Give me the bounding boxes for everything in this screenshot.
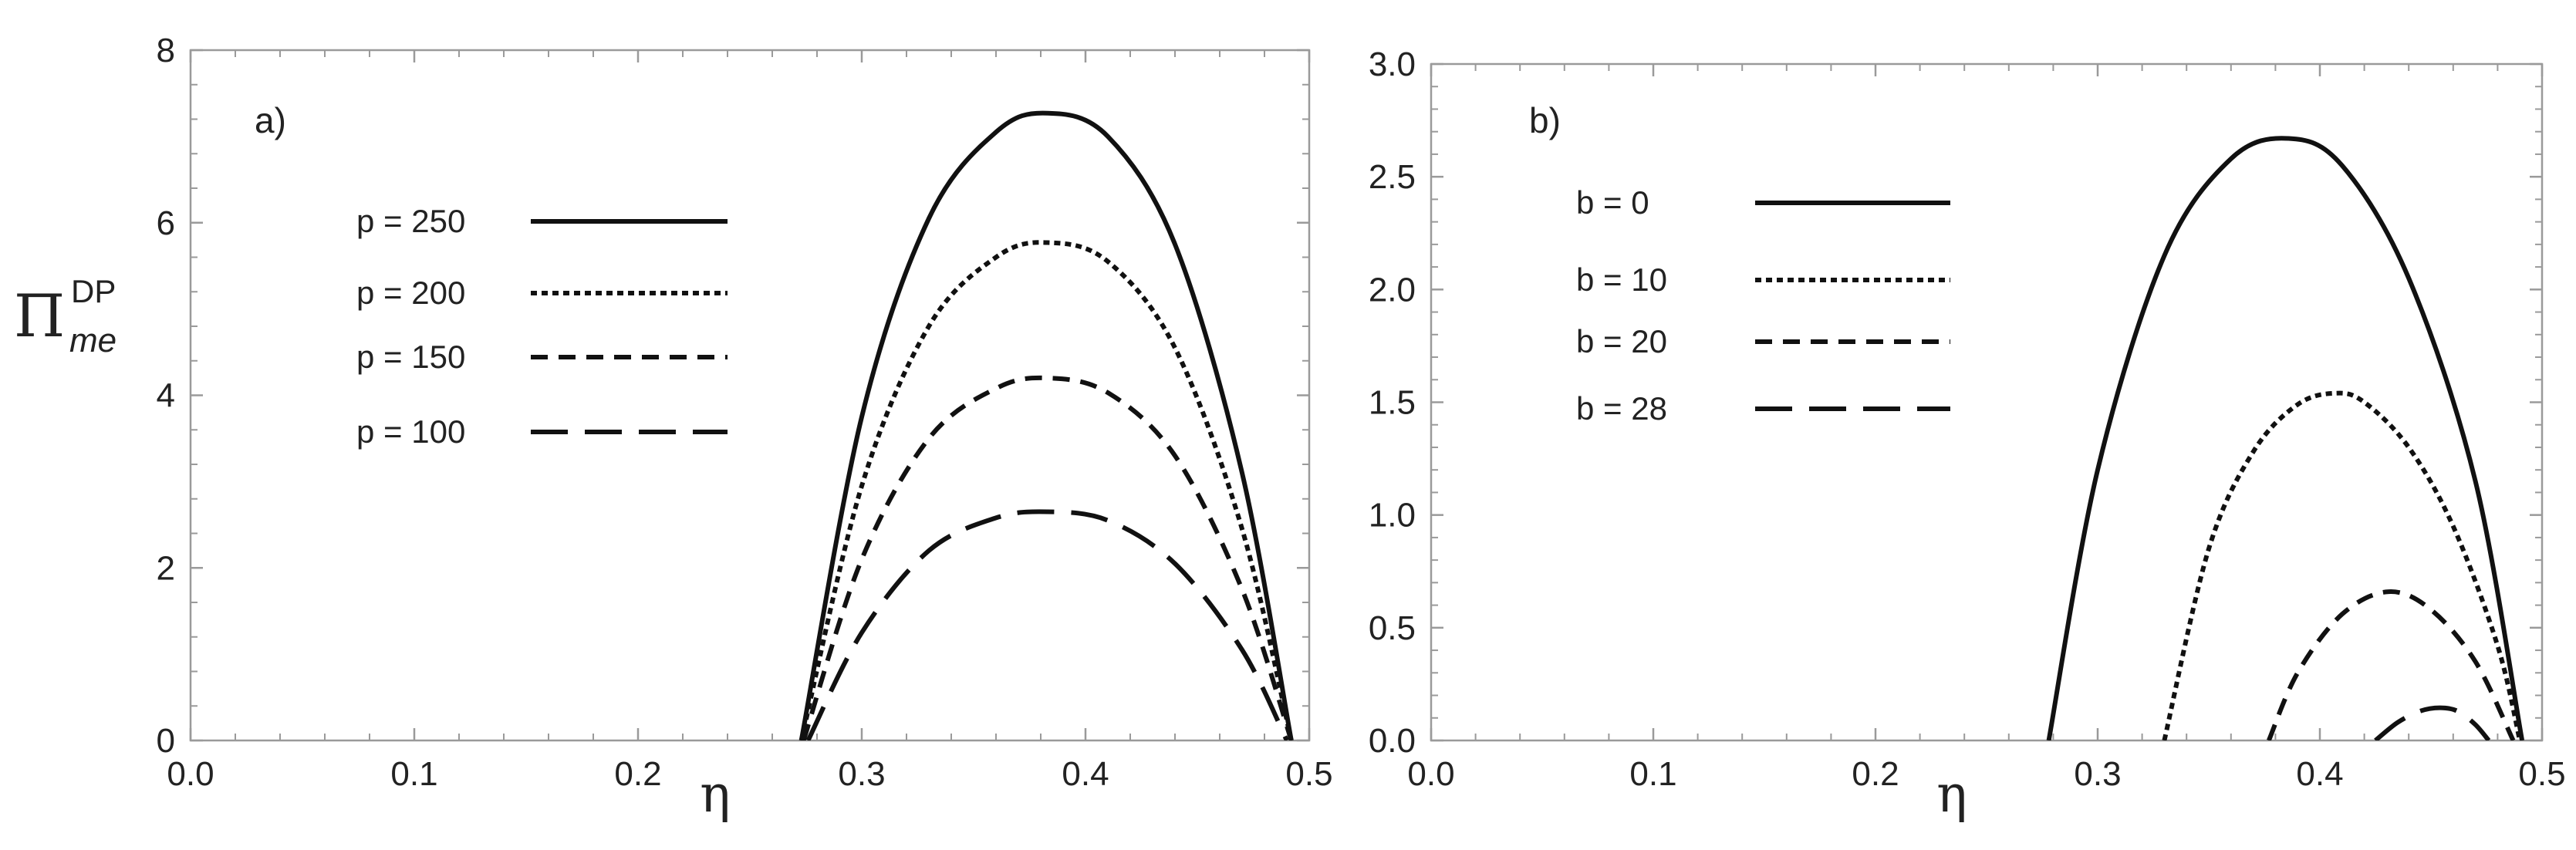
- y-axis-label-a: Π: [14, 282, 65, 350]
- y-tick-label-b: 1.0: [1369, 497, 1416, 535]
- series-line-b-0: [2046, 136, 2525, 740]
- y-tick-label-a: 4: [157, 377, 175, 415]
- series-line-a-2: [801, 375, 1294, 740]
- x-tick-label-b: 0.3: [2074, 755, 2121, 793]
- panel-label-a: a): [255, 100, 286, 140]
- y-tick-label-a: 2: [157, 549, 175, 587]
- y-tick-label-b: 0.5: [1369, 609, 1416, 647]
- x-tick-label-a: 0.1: [390, 755, 437, 793]
- y-tick-label-a: 0: [157, 722, 175, 760]
- series-line-a-0: [798, 110, 1294, 740]
- x-axis-label-a: η: [700, 764, 731, 824]
- y-axis-label-superscript: DP: [71, 273, 116, 309]
- x-tick-label-a: 0.0: [167, 755, 214, 793]
- y-tick-label-b: 2.5: [1369, 158, 1416, 196]
- x-tick-label-b: 0.2: [1852, 755, 1899, 793]
- legend-label-b-1: b = 10: [1576, 261, 1667, 298]
- x-tick-label-a: 0.2: [614, 755, 661, 793]
- legend-label-a-1: p = 200: [356, 275, 465, 311]
- series-line-b-2: [2267, 589, 2516, 740]
- x-tick-label-a: 0.3: [838, 755, 885, 793]
- series-line-a-1: [798, 240, 1294, 740]
- y-tick-label-a: 8: [157, 32, 175, 69]
- series-line-b-1: [2162, 390, 2523, 740]
- panel-a-chart: 0.0 0.1 0.2 0.3 0.4 0.5 0 2 4 6 8 η Π DP me a) p = 250 p …: [14, 32, 1333, 824]
- x-tick-label-b: 0.1: [1629, 755, 1676, 793]
- panel-b-chart: 0.0 0.1 0.2 0.3 0.4 0.5 0.0 0.5 1.0 1.5 2.0 2.5 3.0 η…: [1369, 46, 2566, 824]
- y-tick-label-b: 1.5: [1369, 384, 1416, 422]
- x-tick-label-a: 0.5: [1285, 755, 1332, 793]
- x-tick-label-b: 0.4: [2296, 755, 2343, 793]
- plot-frame-a: [189, 49, 1311, 742]
- x-tick-label-a: 0.4: [1062, 755, 1109, 793]
- legend-label-a-3: p = 100: [356, 413, 465, 450]
- series-line-a-3: [805, 509, 1289, 740]
- legend-label-b-3: b = 28: [1576, 390, 1667, 427]
- y-tick-label-b: 3.0: [1369, 46, 1416, 83]
- y-tick-label-b: 0.0: [1369, 722, 1416, 760]
- x-tick-label-b: 0.5: [2518, 755, 2565, 793]
- legend-label-b-2: b = 20: [1576, 323, 1667, 359]
- legend-label-b-0: b = 0: [1576, 184, 1649, 221]
- panel-label-b: b): [1529, 100, 1561, 140]
- y-axis-label-subscript: me: [69, 322, 116, 359]
- series-line-b-3: [2374, 705, 2491, 740]
- legend-label-a-0: p = 250: [356, 203, 465, 239]
- x-axis-label-b: η: [1936, 764, 1967, 824]
- y-tick-label-a: 6: [157, 204, 175, 242]
- x-tick-label-b: 0.0: [1407, 755, 1454, 793]
- y-tick-label-b: 2.0: [1369, 271, 1416, 309]
- legend-label-a-2: p = 150: [356, 339, 465, 375]
